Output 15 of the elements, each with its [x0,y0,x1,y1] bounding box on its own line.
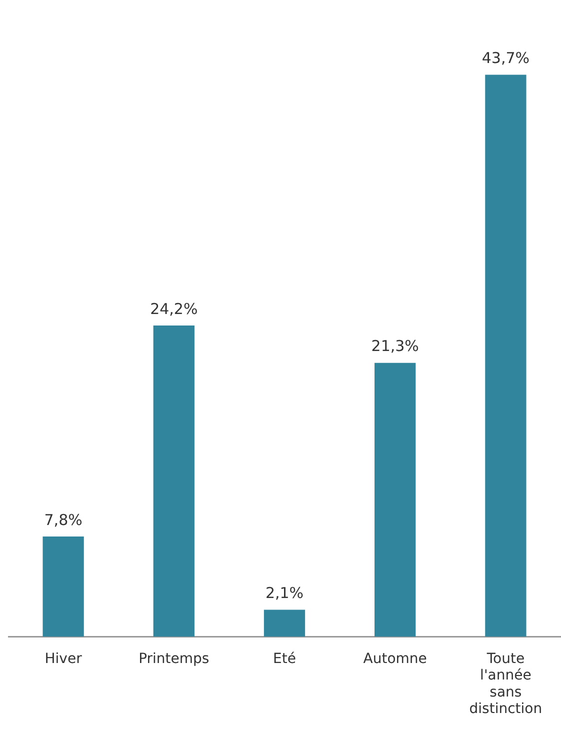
data-label: 7,8% [44,510,82,529]
x-tick-label: Automne [363,650,427,667]
data-label: 2,1% [265,584,304,602]
x-tick-label: Hiver [44,650,82,667]
data-label: 24,2% [150,300,198,318]
x-tick-label: Eté [273,650,296,667]
data-label: 43,7% [482,49,530,68]
bar [485,74,526,637]
x-tick-label: Printemps [138,650,210,667]
x-tick-label: Toute l'année sans distinction [469,650,542,718]
bar [264,610,306,637]
bar [374,362,416,637]
data-label: 21,3% [371,337,419,356]
bar [42,536,84,637]
bar [153,326,194,637]
